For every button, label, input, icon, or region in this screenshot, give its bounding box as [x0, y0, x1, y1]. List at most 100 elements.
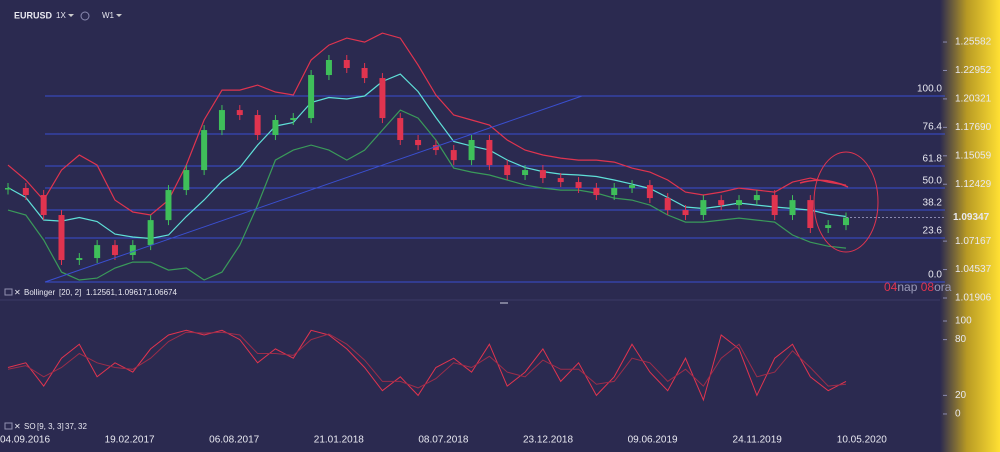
x-tick-label: 23.12.2018	[523, 435, 573, 446]
candle	[468, 140, 475, 161]
candle	[789, 200, 796, 216]
price-scale-bg	[940, 0, 1000, 452]
y-tick-label: 1.22952	[955, 65, 992, 76]
candle	[682, 210, 689, 216]
candle	[843, 217, 849, 226]
candle	[343, 60, 350, 68]
y-tick-label: 1.07167	[955, 236, 992, 247]
candle	[147, 220, 154, 246]
indicator-name: Bollinger	[24, 288, 55, 297]
indicator-value: 1.06674	[148, 288, 177, 297]
legend-icon[interactable]	[4, 288, 13, 296]
trendline	[44, 95, 583, 283]
x-tick-label: 06.08.2017	[209, 435, 259, 446]
legend-icon[interactable]	[4, 422, 13, 430]
candle	[700, 200, 707, 216]
candle	[325, 60, 332, 76]
candle	[201, 130, 208, 171]
candle	[40, 195, 47, 216]
y-tick-label: 1.15059	[955, 150, 992, 161]
candle	[753, 195, 760, 201]
candle	[415, 140, 422, 146]
candle	[522, 170, 529, 176]
y-tick-label: 1.04537	[955, 264, 992, 275]
candle	[290, 118, 297, 120]
candle	[58, 215, 65, 260]
y-tick-label: 1.12429	[955, 179, 992, 190]
y-tick-label: 1.17690	[955, 122, 992, 133]
line	[7, 32, 847, 216]
candle	[593, 188, 600, 196]
indicator-value: 32	[78, 422, 87, 431]
candle	[807, 200, 814, 228]
fib-label: 38.2	[923, 198, 943, 209]
candle	[165, 190, 172, 221]
fib-label: 76.4	[923, 122, 943, 133]
candle	[450, 150, 457, 161]
y-tick-label: 20	[955, 390, 967, 401]
y-tick-label: 1.01906	[955, 293, 992, 304]
candle	[718, 200, 725, 206]
close-icon[interactable]: ✕	[14, 422, 21, 431]
annotation-circle	[813, 151, 879, 253]
fib-label: 50.0	[923, 176, 943, 187]
fib-label: 23.6	[923, 226, 943, 237]
candle	[664, 198, 671, 211]
y-tick-label: 80	[955, 334, 967, 345]
x-tick-label: 08.07.2018	[418, 435, 468, 446]
clock-icon[interactable]	[80, 11, 90, 21]
line	[7, 73, 847, 240]
dropdown-icon[interactable]	[116, 14, 122, 17]
candle	[5, 188, 11, 190]
x-tick-label: 09.06.2019	[628, 435, 678, 446]
candle	[183, 170, 190, 191]
countdown-hours-unit: ora	[934, 280, 952, 294]
candle	[76, 258, 83, 260]
dropdown-icon[interactable]	[68, 14, 74, 17]
candle	[22, 188, 29, 196]
y-tick-label: 1.25582	[955, 37, 992, 48]
candle	[432, 145, 439, 151]
timeframe[interactable]: W1	[102, 11, 115, 20]
candle	[611, 188, 618, 196]
candle	[111, 245, 118, 256]
indicator-value: 1.09617,	[118, 288, 149, 297]
plot: 1.25582 1.22952 1.20321 1.17690 1.15059 1.124…	[0, 32, 992, 446]
symbol[interactable]: EURUSD	[14, 10, 53, 20]
x-tick-label: 21.01.2018	[314, 435, 364, 446]
line	[7, 329, 847, 402]
indicator-value: 37,	[65, 422, 76, 431]
x-tick-label: 24.11.2019	[733, 435, 783, 446]
candle	[236, 110, 243, 116]
x-tick-label: 04.09.2016	[0, 435, 50, 446]
close-icon[interactable]: ✕	[14, 288, 21, 297]
candle	[736, 200, 743, 206]
y-tick-label: 1.20321	[955, 94, 992, 105]
candle	[771, 195, 778, 216]
candle	[272, 120, 279, 136]
candle	[486, 140, 493, 166]
x-tick-label: 19.02.2017	[105, 435, 155, 446]
candle	[504, 165, 511, 176]
candle	[94, 245, 101, 259]
annotation-arc	[799, 179, 849, 188]
multiplier[interactable]: 1X	[56, 11, 66, 20]
last-price-label: 1.09347	[953, 212, 990, 223]
candle	[629, 185, 636, 188]
indicator-value: 1.12561,	[86, 288, 117, 297]
candle	[646, 185, 653, 199]
fib-label: 61.8	[923, 154, 943, 165]
candle	[308, 75, 315, 119]
candle	[825, 225, 832, 228]
line	[7, 331, 847, 389]
candle	[254, 115, 261, 136]
candle	[557, 178, 564, 183]
y-tick-label: 100	[955, 316, 972, 327]
countdown-days-unit: nap	[897, 280, 917, 294]
x-tick-label: 10.05.2020	[837, 435, 887, 446]
countdown: 04nap 08ora	[884, 280, 952, 294]
candle	[361, 68, 368, 79]
countdown-days: 04	[884, 280, 898, 294]
